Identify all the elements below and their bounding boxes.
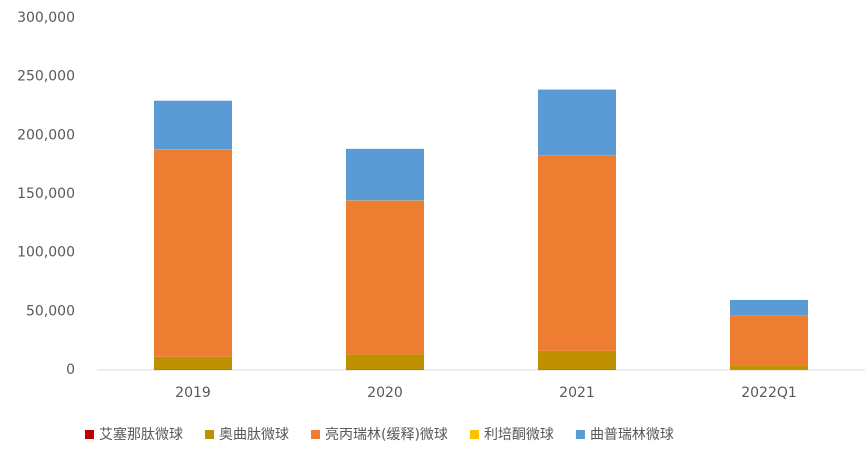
legend-label: 奥曲肽微球 bbox=[219, 426, 289, 443]
y-tick-label: 300,000 bbox=[17, 10, 75, 26]
legend-swatch bbox=[205, 430, 214, 439]
legend-swatch bbox=[311, 430, 320, 439]
bar-segment bbox=[730, 300, 808, 316]
y-tick-label: 150,000 bbox=[17, 186, 75, 202]
y-tick-label: 0 bbox=[66, 362, 75, 378]
x-tick-label: 2020 bbox=[367, 385, 403, 401]
bar-segment bbox=[346, 149, 424, 201]
bar-segment bbox=[154, 101, 232, 150]
y-tick-label: 250,000 bbox=[17, 69, 75, 85]
y-tick-label: 200,000 bbox=[17, 127, 75, 143]
bar-segment bbox=[730, 316, 808, 365]
bar-segment bbox=[538, 90, 616, 156]
bar-segment bbox=[730, 365, 808, 370]
bar-segment bbox=[346, 201, 424, 355]
legend-label: 曲普瑞林微球 bbox=[590, 427, 674, 443]
legend-swatch bbox=[576, 430, 585, 439]
bar-segment bbox=[346, 354, 424, 369]
legend-label: 利培酮微球 bbox=[484, 427, 554, 443]
bar-segment bbox=[538, 351, 616, 370]
bar-segment bbox=[154, 150, 232, 357]
legend-label: 艾塞那肽微球 bbox=[99, 426, 183, 443]
y-tick-label: 50,000 bbox=[26, 303, 75, 319]
legend-swatch bbox=[85, 430, 94, 439]
x-tick-label: 2021 bbox=[559, 385, 595, 401]
y-tick-label: 100,000 bbox=[17, 245, 75, 261]
legend-label: 亮丙瑞林(缓释)微球 bbox=[325, 426, 448, 443]
bar-segment bbox=[538, 156, 616, 351]
x-tick-label: 2022Q1 bbox=[741, 385, 797, 401]
legend-swatch bbox=[470, 430, 479, 439]
bar-segment bbox=[154, 357, 232, 370]
x-tick-label: 2019 bbox=[175, 385, 211, 401]
